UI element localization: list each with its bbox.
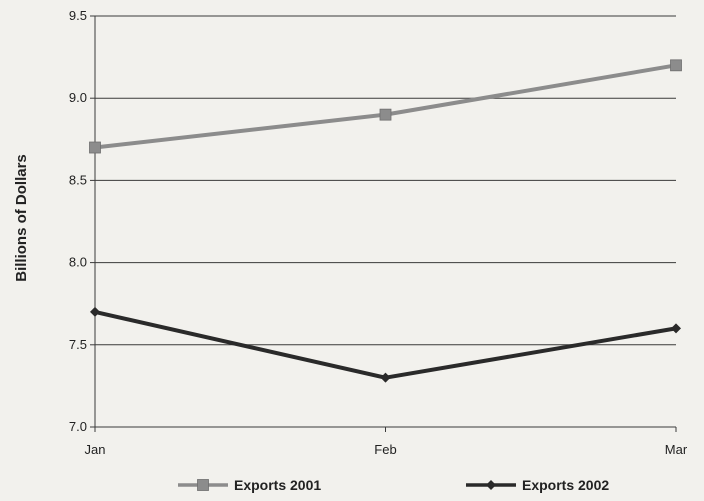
legend: Exports 2001 Exports 2002 bbox=[178, 477, 609, 493]
data-point bbox=[670, 59, 682, 72]
series-line bbox=[94, 63, 677, 150]
y-tick-label: 8.0 bbox=[69, 255, 87, 270]
legend-item: Exports 2001 bbox=[178, 477, 321, 493]
data-point bbox=[89, 141, 101, 154]
data-point bbox=[671, 323, 681, 334]
legend-label: Exports 2001 bbox=[234, 477, 321, 493]
data-point bbox=[486, 480, 496, 490]
series bbox=[90, 306, 681, 383]
data-point bbox=[90, 306, 100, 317]
data-point bbox=[197, 479, 209, 491]
x-tick-label: Mar bbox=[665, 442, 688, 457]
y-tick-label: 7.5 bbox=[69, 337, 87, 352]
x-tick-label: Feb bbox=[374, 442, 396, 457]
y-tick-label: 9.5 bbox=[69, 8, 87, 23]
series-layer bbox=[89, 59, 682, 383]
axes: 7.0 7.5 8.0 8.5 9.0 9.5 Jan Feb Mar bbox=[69, 8, 688, 457]
y-tick-label: 8.5 bbox=[69, 172, 87, 187]
grid bbox=[95, 15, 676, 428]
series bbox=[89, 59, 682, 154]
y-axis-label: Billions of Dollars bbox=[13, 154, 30, 282]
legend-item: Exports 2002 bbox=[466, 477, 609, 493]
data-point bbox=[380, 372, 391, 383]
data-point bbox=[379, 108, 392, 121]
legend-label: Exports 2002 bbox=[522, 477, 609, 493]
y-tick-label: 7.0 bbox=[69, 419, 87, 434]
x-tick-label: Jan bbox=[85, 442, 106, 457]
y-tick-label: 9.0 bbox=[69, 90, 87, 105]
